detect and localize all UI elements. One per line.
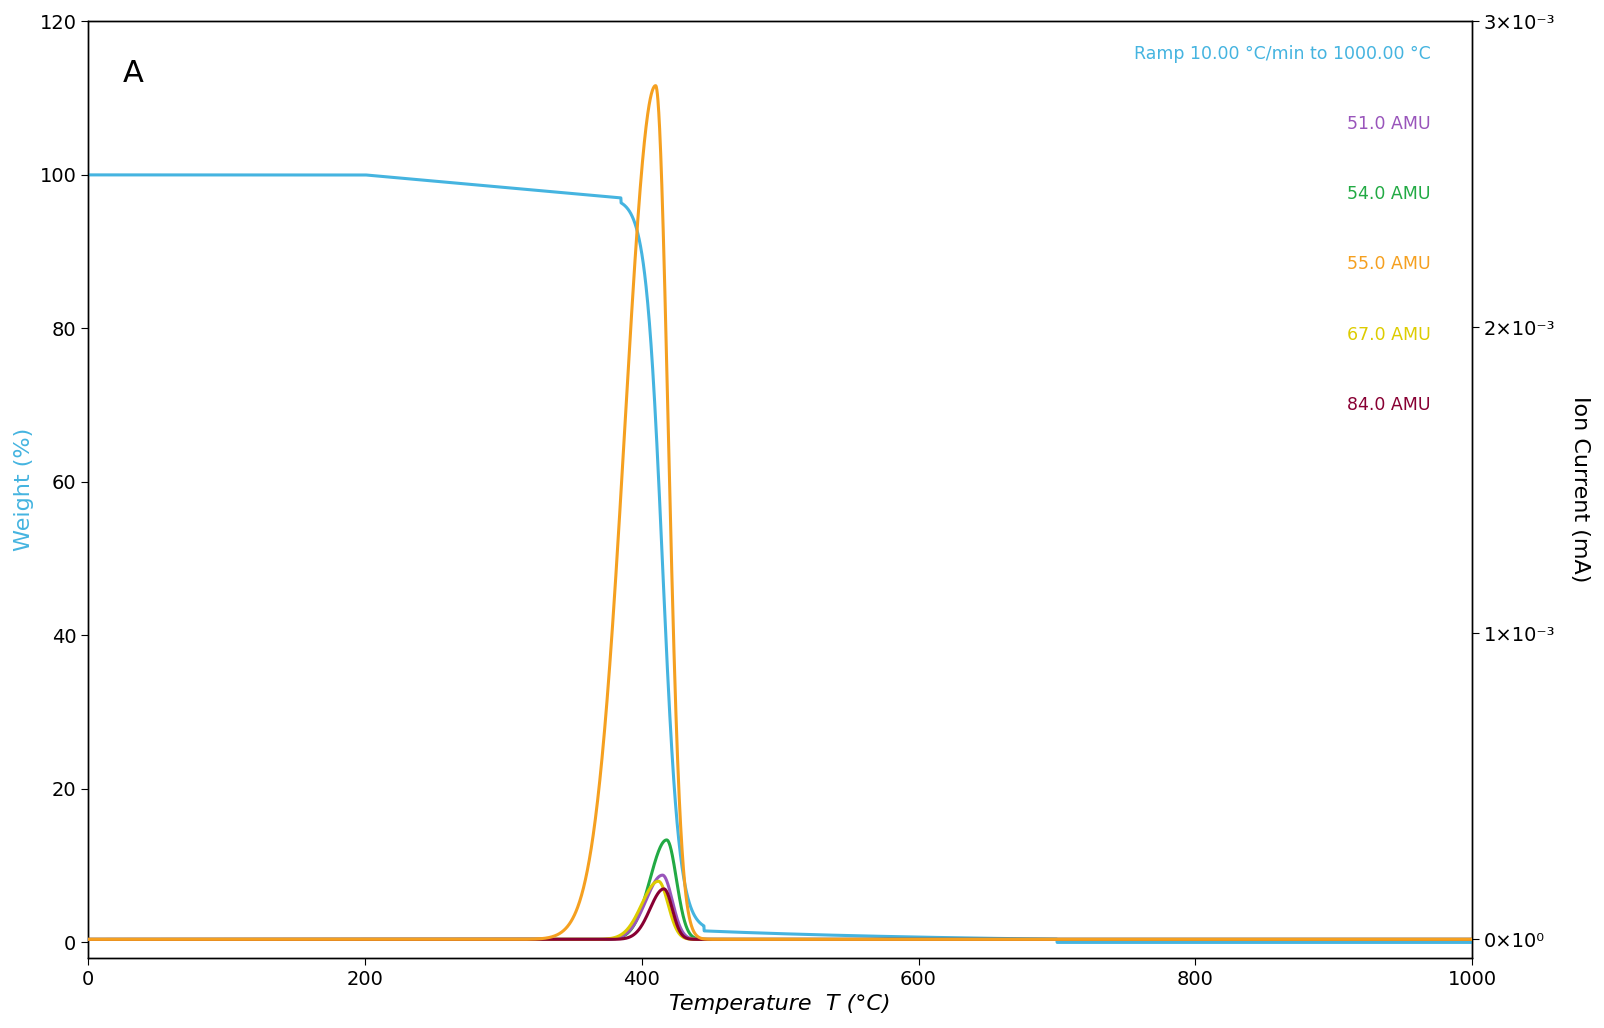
Text: 67.0 AMU: 67.0 AMU [1347,326,1431,343]
X-axis label: Temperature  T (°C): Temperature T (°C) [669,994,890,1014]
Text: Ramp 10.00 °C/min to 1000.00 °C: Ramp 10.00 °C/min to 1000.00 °C [1134,45,1431,63]
Text: 51.0 AMU: 51.0 AMU [1347,115,1431,133]
Y-axis label: Weight (%): Weight (%) [14,428,34,551]
Text: 55.0 AMU: 55.0 AMU [1347,256,1431,273]
Text: 54.0 AMU: 54.0 AMU [1347,185,1431,204]
Text: 84.0 AMU: 84.0 AMU [1347,396,1431,414]
Y-axis label: Ion Current (mA): Ion Current (mA) [1570,397,1590,583]
Text: A: A [124,59,144,87]
